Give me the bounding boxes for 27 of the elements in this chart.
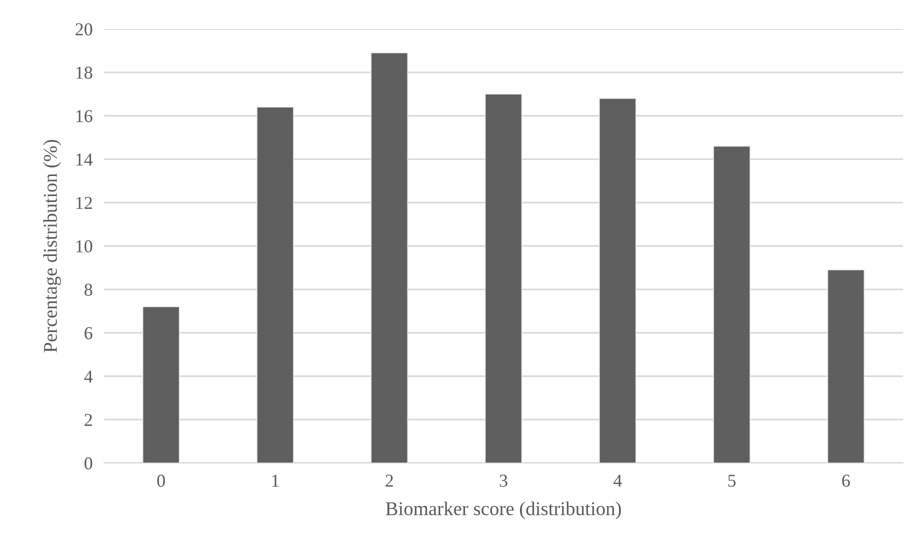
x-tick-label: 0 (157, 474, 165, 487)
y-tick-label: 4 (84, 370, 93, 382)
y-axis-title: Percentage distribution (%) (43, 140, 61, 352)
bar (713, 146, 750, 463)
y-tick-label: 10 (76, 240, 92, 252)
x-axis-title: Biomarker score (distribution) (386, 502, 621, 520)
x-tick-label: 4 (613, 474, 622, 487)
y-tick-label: 8 (84, 284, 92, 296)
y-tick-label: 2 (84, 414, 92, 426)
y-tick-label: 12 (76, 196, 92, 209)
y-tick-label: 0 (84, 457, 92, 470)
y-tick-label: 6 (84, 327, 92, 340)
bar (598, 98, 636, 463)
x-tick-label: 5 (728, 474, 736, 487)
bar (370, 52, 408, 463)
x-tick-label: 6 (842, 474, 850, 487)
bar (142, 306, 180, 463)
bar (484, 94, 522, 463)
x-tick-label: 1 (272, 474, 279, 487)
y-tick-label: 16 (76, 110, 92, 122)
bar (256, 106, 294, 463)
x-tick-label: 3 (500, 474, 508, 487)
x-tick-label: 2 (386, 474, 393, 487)
y-tick-label: 14 (76, 154, 93, 166)
y-tick-label: 20 (76, 23, 92, 36)
y-tick-label: 18 (76, 66, 92, 79)
bar (827, 269, 865, 463)
